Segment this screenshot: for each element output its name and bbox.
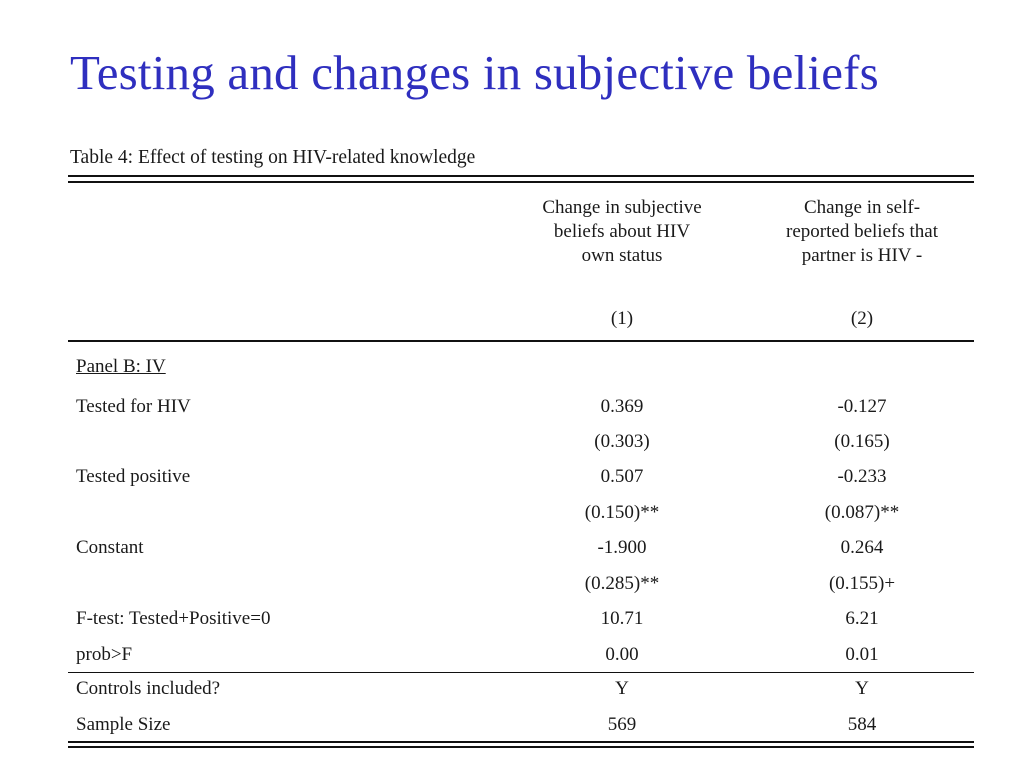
slide-title: Testing and changes in subjective belief… [70, 45, 879, 100]
row-value: 0.00 [605, 644, 639, 665]
row-value: Y [855, 678, 869, 699]
column-number-2: (2) [850, 308, 874, 329]
row-value: 569 [607, 714, 637, 735]
column-header-2-line-2: reported beliefs that [786, 221, 938, 242]
column-header-2-line-3: partner is HIV - [801, 245, 923, 266]
row-value: 0.01 [845, 644, 879, 665]
column-header-2-line-1: Change in self- [803, 197, 921, 218]
row-label: Tested for HIV [76, 396, 191, 417]
row-label: prob>F [76, 644, 133, 665]
column-number-1: (1) [610, 308, 634, 329]
column-header-1-line-3: own status [581, 245, 663, 266]
row-value: (0.150)** [584, 502, 660, 523]
row-label: Sample Size [76, 714, 171, 735]
row-value: 0.507 [600, 466, 644, 487]
row-value: -0.233 [837, 466, 887, 487]
row-value: 6.21 [845, 608, 879, 629]
row-value: (0.155)+ [828, 573, 896, 594]
row-value: 584 [847, 714, 877, 735]
row-value: -0.127 [837, 396, 887, 417]
column-header-1: Change in subjective beliefs about HIV o… [502, 196, 742, 268]
mid-rule [68, 672, 974, 673]
row-value: (0.285)** [584, 573, 660, 594]
column-header-2: Change in self- reported beliefs that pa… [742, 196, 982, 268]
row-value: 10.71 [600, 608, 644, 629]
row-value: (0.087)** [824, 502, 900, 523]
top-rule-2 [68, 181, 974, 183]
table-caption: Table 4: Effect of testing on HIV-relate… [70, 147, 476, 168]
column-header-1-line-2: beliefs about HIV [553, 221, 691, 242]
row-value: (0.165) [834, 431, 890, 452]
bottom-rule-2 [68, 746, 974, 748]
panel-label: Panel B: IV [76, 356, 166, 377]
row-value: -1.900 [597, 537, 647, 558]
row-label: F-test: Tested+Positive=0 [76, 608, 271, 629]
row-value: (0.303) [594, 431, 650, 452]
row-label: Tested positive [76, 466, 191, 487]
row-value: 0.264 [840, 537, 884, 558]
bottom-rule-1 [68, 741, 974, 743]
row-value: Y [615, 678, 629, 699]
top-rule-1 [68, 175, 974, 177]
column-header-1-line-1: Change in subjective [542, 197, 702, 218]
header-rule [68, 340, 974, 342]
row-label: Controls included? [76, 678, 221, 699]
row-value: 0.369 [600, 396, 644, 417]
row-label: Constant [76, 537, 144, 558]
